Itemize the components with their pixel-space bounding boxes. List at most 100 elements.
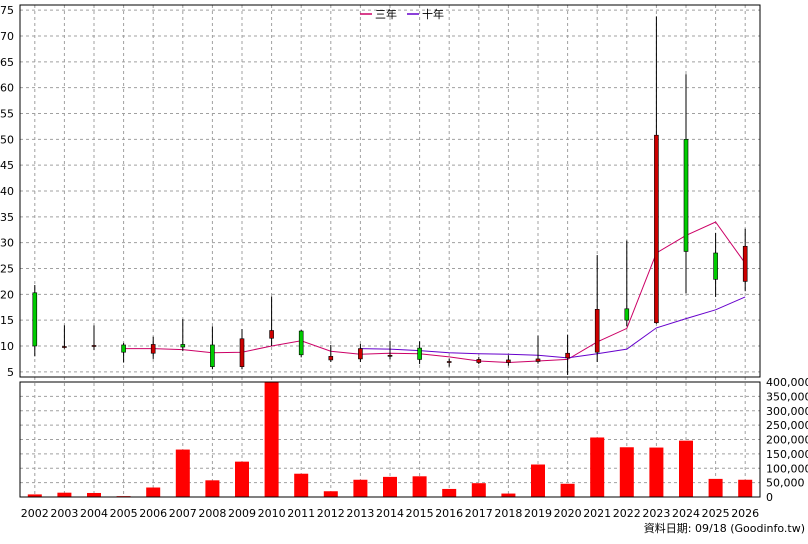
volume-tick-label: 200,000: [766, 434, 808, 447]
price-tick-label: 15: [0, 314, 14, 327]
year-tick-label: 2019: [524, 507, 552, 520]
plot-frame: [19, 4, 761, 498]
year-tick-label: 2005: [110, 507, 138, 520]
volume-bar: [560, 483, 575, 497]
volume-bar: [383, 476, 397, 497]
volume-bar: [738, 479, 753, 497]
footer-source-label: 資料日期: 09/18 (Goodinfo.tw): [644, 521, 805, 535]
year-tick-label: 2007: [169, 507, 197, 520]
volume-tick-label: 50,000: [766, 477, 805, 490]
volume-tick-label: 150,000: [766, 448, 808, 461]
volume-bar: [471, 483, 486, 497]
price-tick-label: 55: [0, 108, 14, 121]
candle-body: [91, 345, 97, 347]
candle-body: [62, 346, 67, 348]
volume-bar: [649, 447, 664, 497]
moving-average-lines: [123, 221, 746, 364]
series-line-three-year: [123, 221, 746, 364]
year-tick-label: 2018: [494, 507, 522, 520]
price-tick-label: 60: [0, 82, 14, 95]
price-tick-label: 70: [0, 30, 14, 43]
volume-bar: [531, 464, 545, 497]
volume-bar: [205, 480, 220, 497]
year-tick-label: 2013: [346, 507, 374, 520]
volume-tick-label: 0: [766, 491, 773, 504]
year-tick-label: 2025: [702, 507, 730, 520]
candle-body: [239, 338, 245, 367]
candle-body: [565, 352, 570, 359]
candle-body: [180, 344, 186, 348]
candle-body: [683, 139, 689, 252]
volume-bar: [175, 449, 190, 497]
year-tick-label: 2021: [583, 507, 611, 520]
candle-body: [121, 344, 126, 353]
candle-body: [446, 361, 452, 363]
volume-bars: [27, 382, 753, 497]
grid-layer: [20, 5, 760, 498]
price-tick-label: 35: [0, 211, 14, 224]
year-tick-label: 2014: [376, 507, 404, 520]
price-tick-label: 20: [0, 288, 14, 301]
candle-body: [210, 344, 215, 367]
price-tick-label: 30: [0, 237, 14, 250]
volume-bar: [294, 473, 309, 497]
candle-body: [150, 344, 156, 354]
volume-bar: [264, 382, 279, 497]
legend: 三年 十年: [360, 7, 444, 21]
volume-bar: [412, 476, 427, 497]
volume-panel-frame: [19, 381, 761, 498]
volume-bar: [442, 488, 457, 497]
candle-body: [506, 359, 511, 363]
year-tick-label: 2009: [228, 507, 256, 520]
year-tick-label: 2020: [554, 507, 582, 520]
volume-bar: [708, 478, 723, 497]
candle-body: [713, 252, 718, 280]
year-tick-label: 2023: [642, 507, 670, 520]
candle-body: [269, 330, 274, 339]
candle-body: [742, 245, 748, 282]
volume-tick-label: 100,000: [766, 462, 808, 475]
volume-bar: [590, 437, 605, 497]
legend-label: 三年: [375, 7, 397, 21]
year-tick-label: 2003: [50, 507, 78, 520]
price-tick-label: 40: [0, 185, 14, 198]
price-tick-label: 50: [0, 133, 14, 146]
volume-bar: [501, 493, 516, 497]
price-panel-frame: [19, 4, 761, 378]
candle-body: [654, 134, 659, 324]
price-tick-label: 5: [7, 366, 14, 379]
year-tick-label: 2024: [672, 507, 700, 520]
year-tick-label: 2008: [198, 507, 226, 520]
candle-body: [624, 308, 630, 321]
candle-body: [417, 347, 422, 360]
volume-tick-label: 400,000: [766, 376, 808, 389]
year-tick-label: 2022: [613, 507, 641, 520]
volume-bar: [87, 492, 101, 497]
candle-body: [328, 356, 334, 361]
year-tick-label: 2011: [287, 507, 315, 520]
candlesticks: [32, 16, 748, 375]
volume-bar: [353, 479, 368, 497]
volume-bar: [323, 491, 338, 497]
volume-bar: [27, 494, 42, 497]
candle-body: [298, 330, 304, 356]
volume-bar: [57, 492, 72, 497]
axis-labels: 51015202530354045505560657075050,000100,…: [0, 4, 808, 520]
volume-bar: [146, 487, 161, 497]
candle-body: [32, 292, 38, 347]
volume-bar: [679, 440, 693, 497]
year-tick-label: 2026: [731, 507, 759, 520]
legend-label: 十年: [422, 7, 444, 21]
candle-body: [535, 358, 541, 362]
series-line-ten-year: [360, 296, 746, 359]
year-tick-label: 2017: [465, 507, 493, 520]
price-tick-label: 65: [0, 56, 14, 69]
candle-body: [594, 309, 600, 353]
year-tick-label: 2016: [435, 507, 463, 520]
year-tick-label: 2010: [258, 507, 286, 520]
price-tick-label: 75: [0, 4, 14, 17]
year-tick-label: 2002: [21, 507, 49, 520]
volume-tick-label: 350,000: [766, 390, 808, 403]
